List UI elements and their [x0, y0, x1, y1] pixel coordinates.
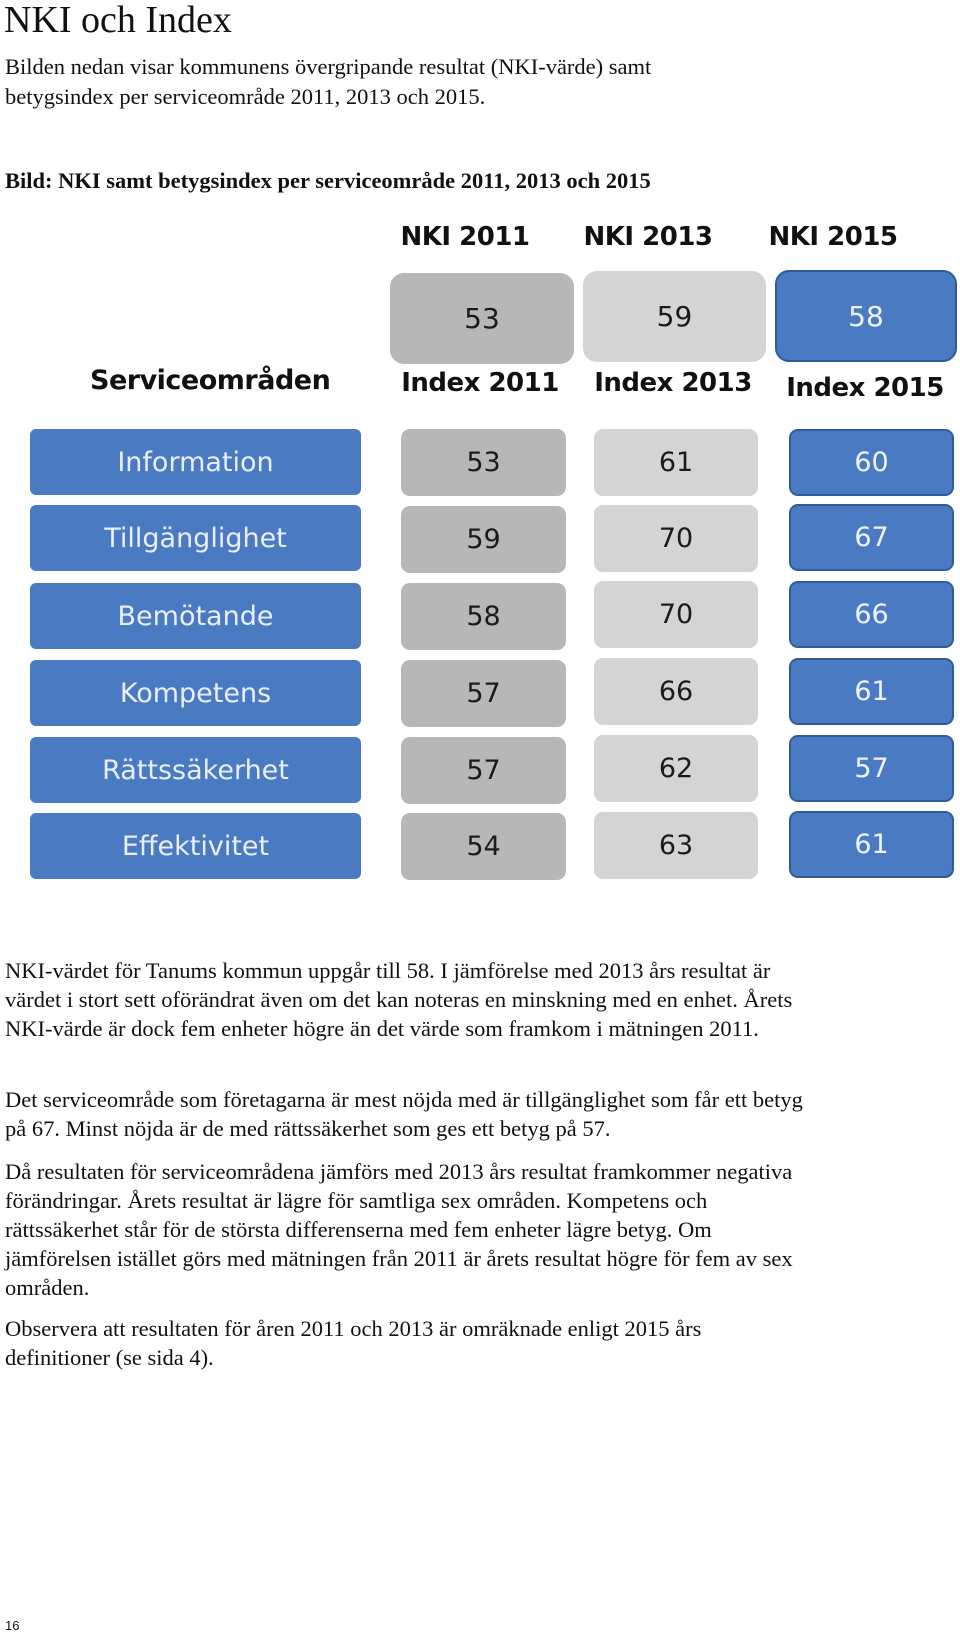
service-area-information: Information	[30, 429, 361, 495]
nki-2015-header: NKI 2015	[768, 222, 899, 252]
index-2013-kompetens: 66	[594, 658, 758, 725]
paragraph-note: Observera att resultaten för åren 2011 o…	[5, 1316, 702, 1370]
page-number: 16	[5, 1618, 20, 1633]
service-area-rattssakerhet: Rättssäkerhet	[30, 737, 361, 803]
nki-2013-header: NKI 2013	[583, 222, 714, 252]
index-2015-rattssakerhet: 57	[789, 735, 954, 802]
index-2011-tillganglighet: 59	[401, 506, 566, 573]
service-area-bemotande: Bemötande	[30, 583, 361, 649]
index-2015-effektivitet: 61	[789, 811, 954, 878]
index-2013-tillganglighet: 70	[594, 505, 758, 572]
nki-2011-header: NKI 2011	[400, 222, 531, 252]
index-2011-bemotande: 58	[401, 583, 566, 650]
index-2011-information: 53	[401, 429, 566, 496]
nki-2013-value: 59	[583, 271, 766, 362]
index-2013-information: 61	[594, 429, 758, 496]
index-2013-rattssakerhet: 62	[594, 735, 758, 802]
service-area-tillganglighet: Tillgänglighet	[30, 505, 361, 571]
service-area-kompetens: Kompetens	[30, 660, 361, 726]
figure-caption: Bild: NKI samt betygsindex per serviceom…	[5, 168, 651, 193]
index-2013-bemotande: 70	[594, 581, 758, 648]
index-2015-kompetens: 61	[789, 658, 954, 725]
page-title: NKI och Index	[4, 0, 232, 41]
service-area-effektivitet: Effektivitet	[30, 813, 361, 879]
index-2013-header: Index 2013	[594, 368, 752, 398]
intro-text: Bilden nedan visar kommunens övergripand…	[5, 54, 652, 109]
paragraph-comparison: Då resultaten för serviceområdena jämför…	[5, 1159, 793, 1300]
index-2011-rattssakerhet: 57	[401, 737, 566, 804]
nki-2015-value: 58	[775, 270, 957, 362]
index-2013-effektivitet: 63	[594, 812, 758, 879]
index-2015-header: Index 2015	[786, 373, 944, 403]
index-2015-bemotande: 66	[789, 581, 954, 648]
index-2015-information: 60	[789, 429, 954, 496]
paragraph-nki-summary: NKI-värdet för Tanums kommun uppgår till…	[5, 958, 793, 1041]
index-2011-kompetens: 57	[401, 660, 566, 727]
service-areas-header: Serviceområden	[90, 365, 331, 396]
index-2011-effektivitet: 54	[401, 813, 566, 880]
nki-2011-value: 53	[390, 273, 574, 364]
index-2015-tillganglighet: 67	[789, 504, 954, 571]
index-2011-header: Index 2011	[401, 368, 559, 398]
paragraph-most-satisfied: Det serviceområde som företagarna är mes…	[5, 1087, 803, 1141]
